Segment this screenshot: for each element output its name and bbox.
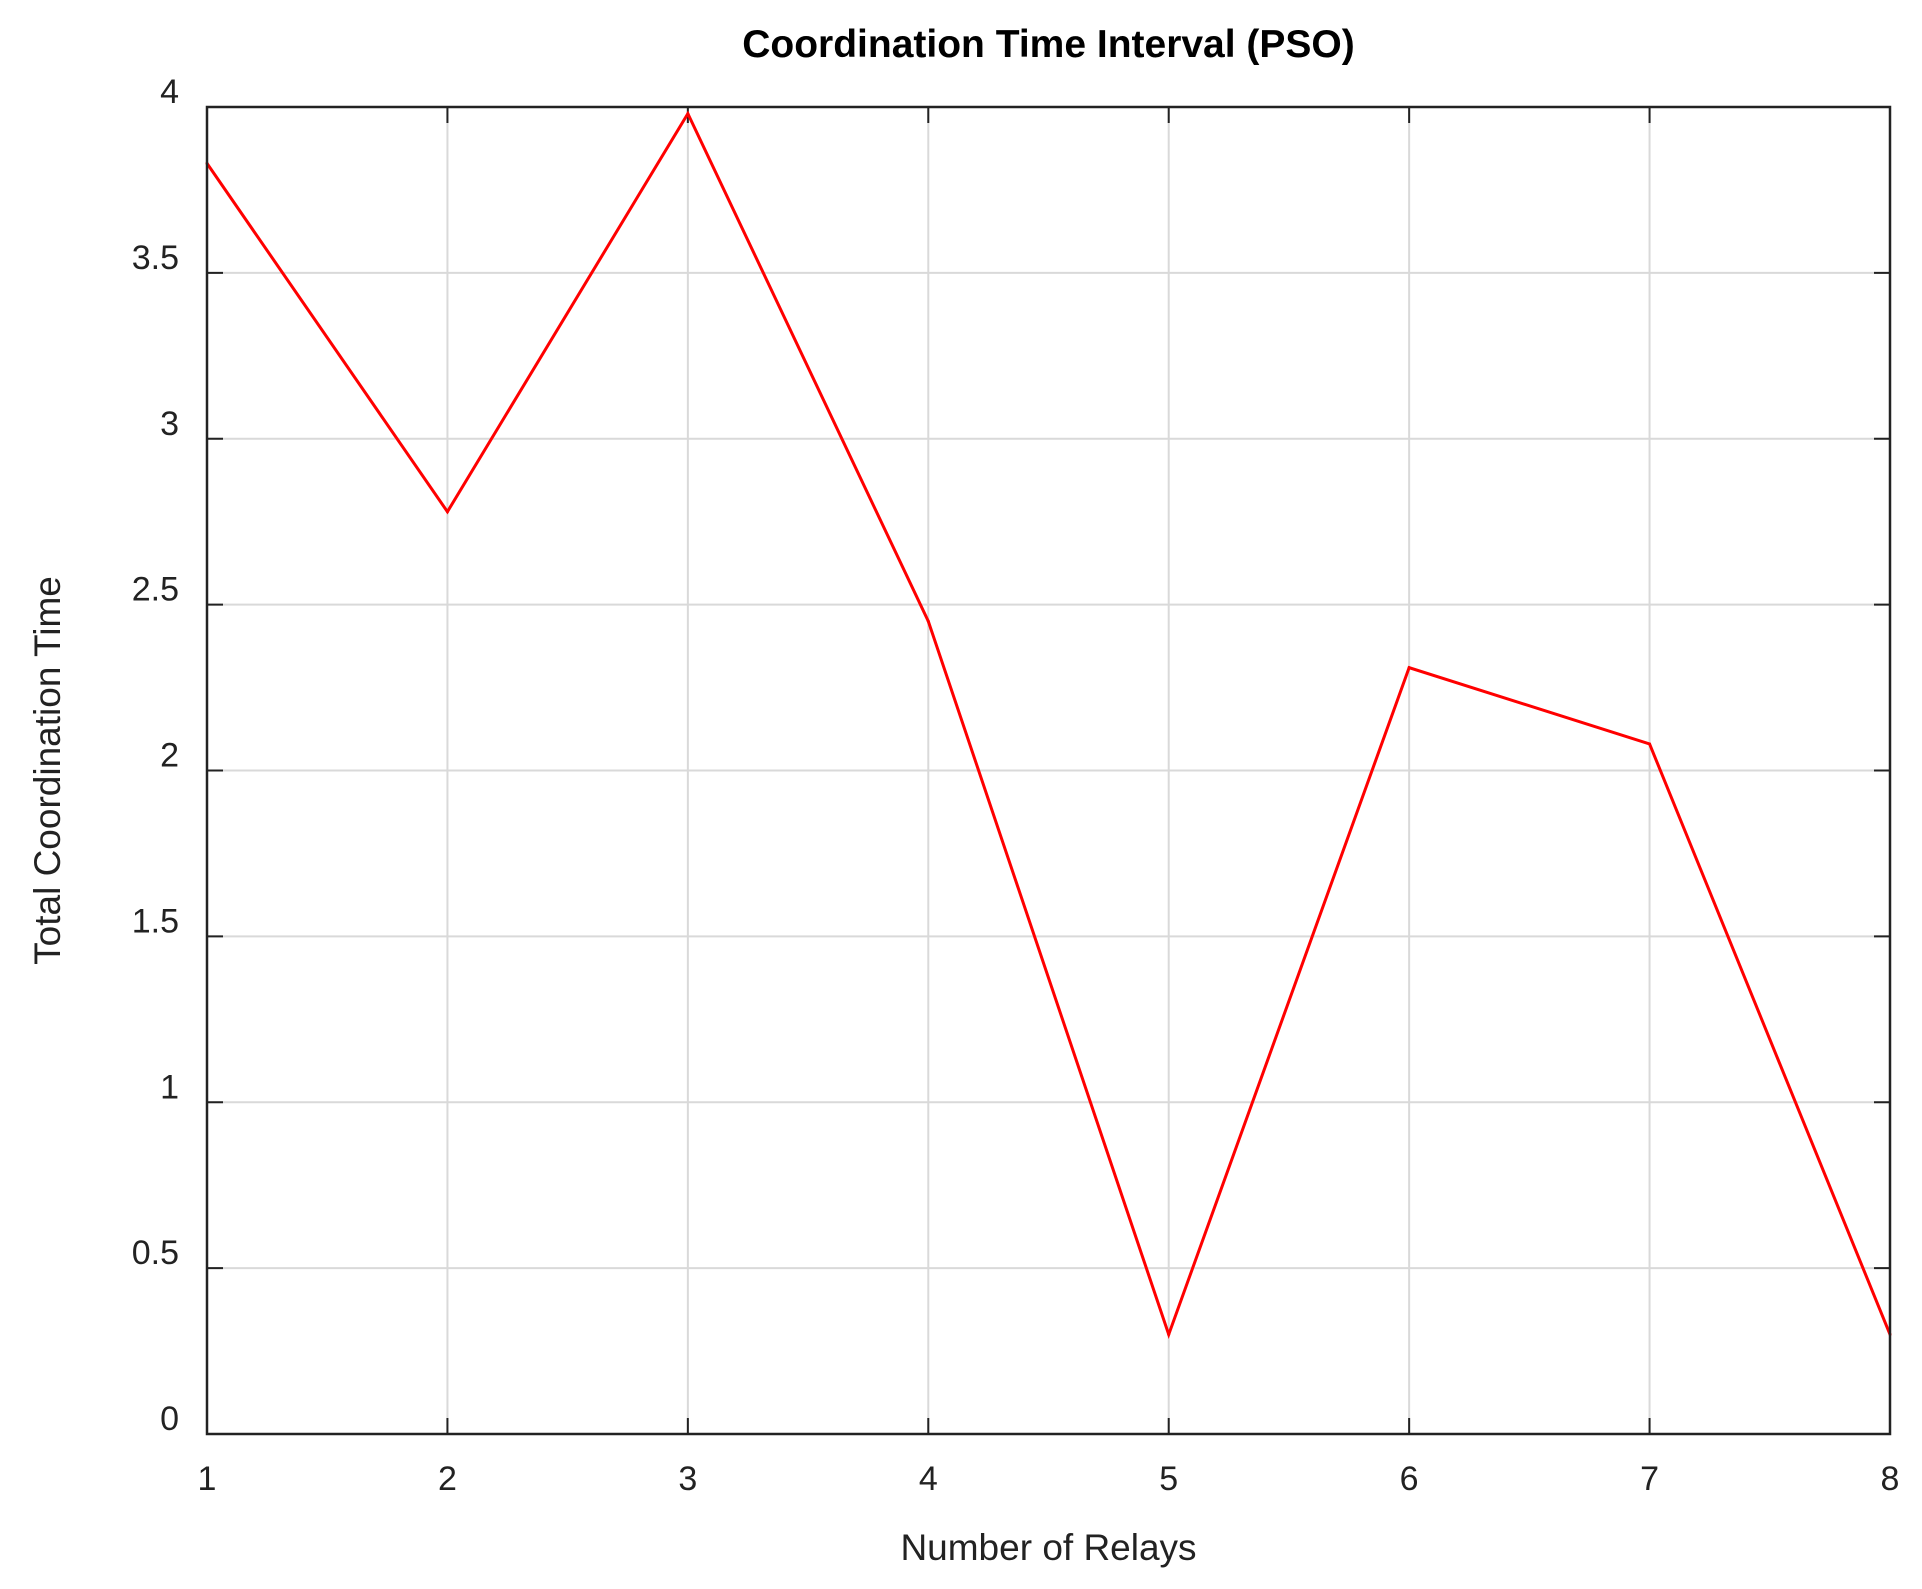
y-tick-label: 1.5 [132, 902, 179, 940]
x-tick-label: 2 [438, 1460, 457, 1498]
data-point [445, 510, 449, 514]
y-axis-label: Total Coordination Time [27, 576, 68, 965]
y-tick-label: 0.5 [132, 1234, 179, 1272]
x-tick-label: 8 [1881, 1460, 1900, 1498]
x-tick-label: 6 [1400, 1460, 1419, 1498]
x-axis-label: Number of Relays [900, 1527, 1196, 1568]
y-tick-label: 2 [160, 737, 179, 775]
plot-area-frame [205, 105, 1892, 1436]
x-tick-label: 1 [198, 1460, 217, 1498]
y-tick-label: 4 [160, 73, 179, 111]
data-point [686, 112, 690, 116]
y-tick-label: 3 [160, 405, 179, 443]
data-point [1648, 742, 1652, 746]
x-tick-labels: 1 2 3 4 5 6 7 8 [198, 1460, 1900, 1498]
series-line-0 [205, 110, 1892, 1340]
x-tick-label: 5 [1159, 1460, 1178, 1498]
data-point [1167, 1332, 1171, 1336]
y-tick-label: 2.5 [132, 571, 179, 609]
chart-title: Coordination Time Interval (PSO) [742, 23, 1355, 66]
data-point [926, 619, 930, 623]
y-tick-label: 0 [160, 1400, 179, 1438]
y-tick-label: 3.5 [132, 239, 179, 277]
x-tick-label: 4 [919, 1460, 938, 1498]
x-tick-label: 3 [678, 1460, 697, 1498]
data-point [1407, 666, 1411, 670]
x-tick-label: 7 [1640, 1460, 1659, 1498]
y-tick-label: 1 [160, 1068, 179, 1106]
y-tick-labels: 0 0.5 1 1.5 2 2.5 3 3.5 4 [132, 73, 179, 1438]
